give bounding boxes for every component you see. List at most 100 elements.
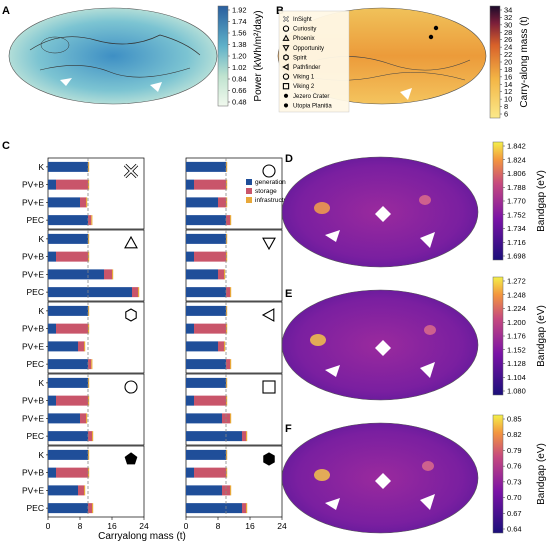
triangle-up-icon <box>282 34 290 41</box>
bar-storage <box>218 197 226 208</box>
panel-d-colorbar-title: Bandgap (eV) <box>536 170 547 232</box>
bar-generation <box>48 395 56 406</box>
bar-generation <box>186 467 194 478</box>
colorbar-tick-label: 0.76 <box>507 462 522 471</box>
bar-infrastructure <box>226 395 228 406</box>
bar-infrastructure <box>224 341 226 352</box>
panel-b-legend-label: Curiosity <box>293 27 316 33</box>
bar-generation <box>48 359 88 370</box>
bar-infrastructure <box>230 215 232 226</box>
legend-swatch-storage <box>246 188 252 194</box>
panel-e-colorbar: 1.272 1.248 1.224 1.200 1.176 1.152 1.128 1.104… <box>492 277 547 396</box>
subplot-frame <box>185 157 283 230</box>
subplot-frame <box>47 445 145 518</box>
bar-generation <box>186 305 226 316</box>
panel-b-legend: InSight Curiosity Phoenix Opportunity Spirit… <box>278 10 350 113</box>
category-label: PV+B <box>22 180 44 190</box>
colorbar-tick-label: 1.176 <box>507 332 526 341</box>
panel-b-legend-label: Viking 1 <box>293 75 315 81</box>
bar-infrastructure <box>112 269 114 280</box>
filled-hexagon-icon <box>263 452 275 466</box>
bar-generation <box>48 251 56 262</box>
bar-infrastructure <box>226 233 228 244</box>
colorbar-tick-label: 32 <box>504 13 512 22</box>
bar-storage <box>56 251 88 262</box>
colorbar-tick-label: 6 <box>504 110 508 119</box>
bar-infrastructure <box>246 503 248 514</box>
subplot-triangle-up-icon: K PV+B PV+E PEC <box>22 229 145 302</box>
colorbar-tick-label: 0.48 <box>232 98 247 107</box>
colorbar-tick-label: 1.806 <box>507 169 526 178</box>
bar-infrastructure <box>84 341 86 352</box>
category-label: PV+E <box>22 269 44 279</box>
colorbar-tick-label: 0.82 <box>507 430 522 439</box>
colorbar-tick-label: 1.080 <box>507 387 526 396</box>
bar-infrastructure <box>88 161 90 172</box>
bar-storage <box>80 197 86 208</box>
bar-infrastructure <box>88 323 90 334</box>
bar-infrastructure <box>246 431 248 442</box>
subplot-hexagon-icon: K PV+B PV+E PEC <box>22 301 145 374</box>
bar-infrastructure <box>86 413 88 424</box>
bar-generation <box>48 413 80 424</box>
colorbar-tick-label: 1.770 <box>507 197 526 206</box>
bar-infrastructure <box>91 215 93 226</box>
hexagon-icon <box>125 308 137 322</box>
panel-b-colorbar-title: Carry-along mass (t) <box>519 16 530 107</box>
bar-storage <box>222 485 230 496</box>
bar-storage <box>56 323 88 334</box>
colorbar-tick-label: 1.824 <box>507 155 526 164</box>
subplot-cross-icon: K PV+B PV+E PEC <box>22 157 145 230</box>
colorbar-tick-label: 0.85 <box>507 415 522 424</box>
panel-c-legend: generation storage infrastructure <box>246 179 293 204</box>
bar-generation <box>48 485 78 496</box>
bar-infrastructure <box>226 305 228 316</box>
colorbar-tick-label: 1.74 <box>232 17 247 26</box>
bar-storage <box>222 413 230 424</box>
bar-generation <box>186 323 194 334</box>
category-label: PEC <box>27 287 44 297</box>
colorbar-tick-label: 14 <box>504 80 512 89</box>
category-label: PV+B <box>22 324 44 334</box>
bar-infrastructure <box>84 485 86 496</box>
square-icon <box>282 83 290 90</box>
panel-b-legend-label: Phoenix <box>293 36 315 42</box>
bar-infrastructure <box>88 233 90 244</box>
bar-infrastructure <box>226 377 228 388</box>
bar-infrastructure <box>91 359 93 370</box>
category-label: PEC <box>27 431 44 441</box>
panel-b-legend-label: InSight <box>293 17 312 23</box>
bar-generation <box>186 179 194 190</box>
colorbar-tick-label: 1.56 <box>232 29 247 38</box>
utopia-planitia-marker <box>433 25 439 31</box>
bar-generation <box>186 395 194 406</box>
panel-e-colorbar-title: Bandgap (eV) <box>536 305 547 367</box>
bar-infrastructure <box>88 305 90 316</box>
bar-storage <box>218 341 224 352</box>
category-label: PV+B <box>22 252 44 262</box>
triangle-down-icon <box>282 45 290 52</box>
bar-infrastructure <box>92 503 94 514</box>
subplot-frame <box>185 301 283 374</box>
bar-infrastructure <box>226 467 228 478</box>
colorbar-tick-label: 8 <box>504 102 508 111</box>
square-icon <box>262 380 276 394</box>
colorbar-tick-label: 30 <box>504 20 512 29</box>
subplot-frame <box>47 157 145 230</box>
bar-storage <box>242 503 246 514</box>
legend-swatch-generation <box>246 179 252 185</box>
colorbar-tick-label: 1.734 <box>507 224 526 233</box>
panel-a-map <box>8 7 218 105</box>
subplot-frame <box>47 301 145 374</box>
bar-infrastructure <box>230 287 232 298</box>
colorbar-tick-label: 1.104 <box>507 373 526 382</box>
colorbar-tick-label: 1.716 <box>507 238 526 247</box>
bar-generation <box>186 413 222 424</box>
colorbar-tick-label: 1.272 <box>507 277 526 286</box>
category-label: PV+E <box>22 197 44 207</box>
category-label: PEC <box>27 215 44 225</box>
filled-pentagon-icon <box>124 452 138 465</box>
colorbar-tick-label: 1.788 <box>507 183 526 192</box>
panel-c-label: C <box>2 140 10 152</box>
